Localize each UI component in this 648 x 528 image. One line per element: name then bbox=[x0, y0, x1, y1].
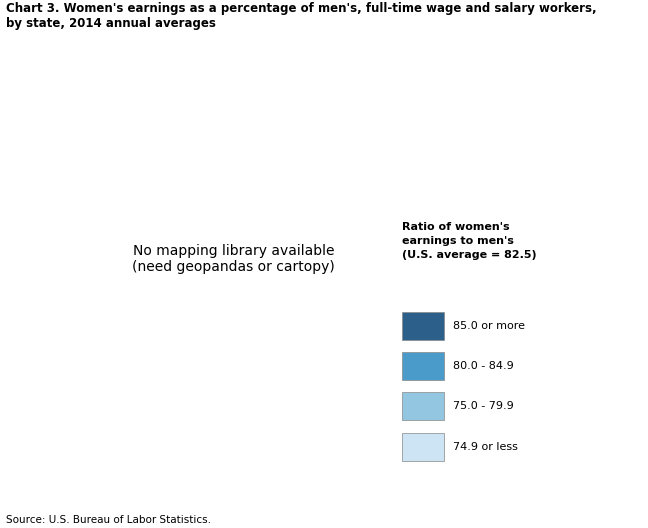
FancyBboxPatch shape bbox=[402, 392, 444, 420]
FancyBboxPatch shape bbox=[402, 352, 444, 380]
Text: 75.0 - 79.9: 75.0 - 79.9 bbox=[453, 401, 514, 411]
Text: Source: U.S. Bureau of Labor Statistics.: Source: U.S. Bureau of Labor Statistics. bbox=[6, 515, 211, 525]
Text: 80.0 - 84.9: 80.0 - 84.9 bbox=[453, 361, 514, 371]
Text: 74.9 or less: 74.9 or less bbox=[453, 441, 518, 451]
FancyBboxPatch shape bbox=[402, 312, 444, 340]
Text: Chart 3. Women's earnings as a percentage of men's, full-time wage and salary wo: Chart 3. Women's earnings as a percentag… bbox=[6, 2, 597, 15]
Text: Ratio of women's
earnings to men's
(U.S. average = 82.5): Ratio of women's earnings to men's (U.S.… bbox=[402, 222, 537, 260]
FancyBboxPatch shape bbox=[402, 432, 444, 460]
Text: by state, 2014 annual averages: by state, 2014 annual averages bbox=[6, 17, 216, 30]
Text: No mapping library available
(need geopandas or cartopy): No mapping library available (need geopa… bbox=[132, 243, 334, 274]
Text: 85.0 or more: 85.0 or more bbox=[453, 321, 525, 331]
